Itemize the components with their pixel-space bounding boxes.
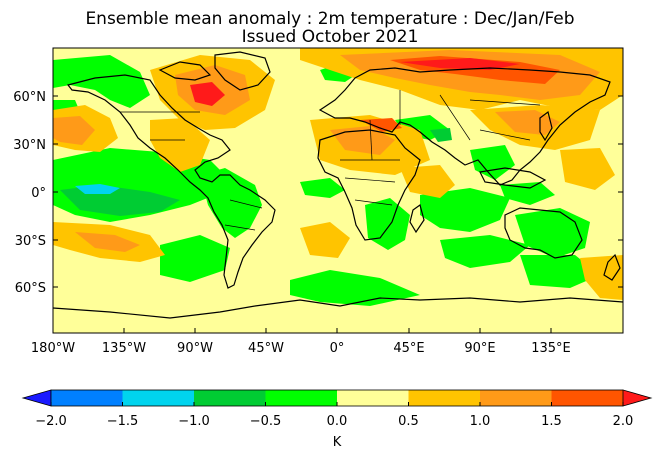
africa-coastline bbox=[317, 129, 421, 241]
colorbar-tick-label: −0.5 bbox=[250, 414, 282, 429]
colorbar: −2.0 −1.5 −1.0 −0.5 0.0 0.5 1.0 1.5 2.0 K bbox=[21, 389, 653, 450]
lat-label-30s: 30°S bbox=[15, 234, 46, 249]
eurasia-coastline bbox=[318, 67, 611, 186]
colorbar-tick-label: −1.5 bbox=[107, 414, 139, 429]
map-frame bbox=[52, 47, 624, 334]
lat-label-30n: 30°N bbox=[13, 138, 46, 153]
lon-label-90e: 90°E bbox=[464, 341, 495, 356]
lon-label-45w: 45°W bbox=[248, 341, 284, 356]
colorbar-segment bbox=[51, 390, 123, 406]
colorbar-segment bbox=[408, 390, 481, 406]
colorbar-segment bbox=[480, 390, 552, 406]
japan-coastline bbox=[539, 110, 553, 142]
new-zealand-coastline bbox=[603, 253, 621, 281]
colorbar-segment bbox=[265, 390, 338, 406]
lat-label-60n: 60°N bbox=[13, 90, 46, 105]
colorbar-tick-label: 0.5 bbox=[398, 414, 419, 429]
colorbar-segment bbox=[194, 390, 266, 406]
madagascar-coastline bbox=[409, 204, 425, 234]
country-borders bbox=[120, 90, 541, 231]
colorbar-unit-label: K bbox=[333, 435, 342, 450]
lat-label-0: 0° bbox=[31, 186, 46, 201]
colorbar-under-arrow bbox=[21, 389, 52, 407]
colorbar-ticks bbox=[50, 402, 624, 406]
colorbar-tick-label: 1.0 bbox=[470, 414, 491, 429]
lon-label-135e: 135°E bbox=[531, 341, 571, 356]
lon-label-45e: 45°E bbox=[393, 341, 424, 356]
lon-label-135w: 135°W bbox=[102, 341, 146, 356]
greenland-coastline bbox=[214, 51, 271, 91]
colorbar-tick-label: 1.5 bbox=[541, 414, 562, 429]
map-title-line-1: Ensemble mean anomaly : 2m temperature :… bbox=[85, 9, 575, 29]
indonesia-coastline bbox=[479, 167, 547, 189]
colorbar-segments bbox=[51, 390, 624, 406]
map-title-line-2: Issued October 2021 bbox=[241, 27, 419, 47]
colorbar-segment bbox=[122, 390, 195, 406]
colorbar-tick-label: 0.0 bbox=[327, 414, 348, 429]
longitude-axis: 180°W 135°W 90°W 45°W 0° 45°E 90°E 135°E bbox=[31, 328, 571, 356]
colorbar-tick-label: 2.0 bbox=[613, 414, 634, 429]
colorbar-tick-labels: −2.0 −1.5 −1.0 −0.5 0.0 0.5 1.0 1.5 2.0 bbox=[35, 414, 633, 429]
colorbar-segment bbox=[337, 390, 409, 406]
lon-label-180w: 180°W bbox=[31, 341, 75, 356]
colorbar-over-arrow bbox=[622, 389, 653, 407]
arctic-islands-coastline bbox=[158, 61, 212, 81]
americas-coastline bbox=[66, 74, 276, 289]
colorbar-tick-label: −2.0 bbox=[35, 414, 67, 429]
positive-anomaly-regions bbox=[53, 48, 623, 300]
lon-label-90w: 90°W bbox=[177, 341, 213, 356]
latitude-axis: 60°N 30°N 0° 30°S 60°S bbox=[13, 90, 623, 296]
colorbar-tick-label: −1.0 bbox=[178, 414, 210, 429]
colorbar-segment bbox=[551, 390, 624, 406]
lat-label-60s: 60°S bbox=[15, 281, 46, 296]
anomaly-map bbox=[53, 48, 623, 333]
australia-coastline bbox=[504, 207, 583, 259]
coastlines bbox=[53, 51, 623, 319]
lon-label-0: 0° bbox=[330, 341, 345, 356]
antarctica-coastline bbox=[53, 297, 623, 319]
